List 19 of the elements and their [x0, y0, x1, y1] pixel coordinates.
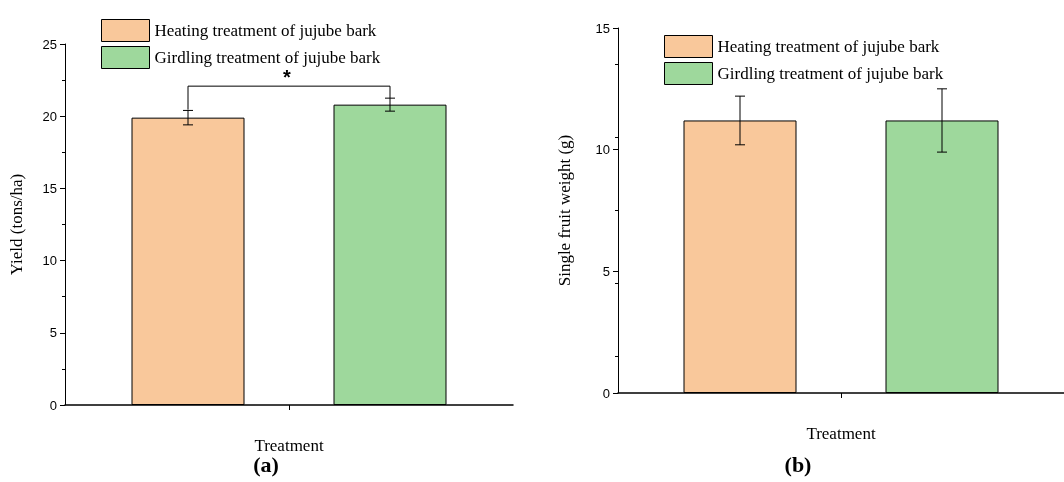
legend-label: Heating treatment of jujube bark	[717, 37, 940, 56]
y-tick-label: 20	[42, 108, 57, 124]
legend-label: Heating treatment of jujube bark	[154, 21, 377, 40]
y-tick-label: 5	[49, 325, 57, 341]
y-tick-label: 25	[42, 36, 57, 52]
legend-label: Girdling treatment of jujube bark	[717, 64, 944, 83]
y-tick-label: 0	[602, 385, 610, 401]
y-tick-label: 15	[595, 20, 610, 36]
x-axis-title: Treatment	[806, 424, 876, 443]
annotation: *	[283, 66, 291, 89]
legend-label: Girdling treatment of jujube bark	[154, 48, 381, 67]
y-tick-label: 15	[42, 180, 57, 196]
y-tick-label: 0	[49, 397, 57, 413]
y-tick-label: 10	[595, 142, 610, 158]
y-axis-title: Single fruit weight (g)	[555, 134, 574, 287]
y-axis-title: Yield (tons/ha)	[7, 173, 26, 276]
y-tick-label: 5	[602, 263, 610, 279]
y-tick-label: 10	[42, 253, 57, 269]
text: (b)	[784, 451, 812, 477]
